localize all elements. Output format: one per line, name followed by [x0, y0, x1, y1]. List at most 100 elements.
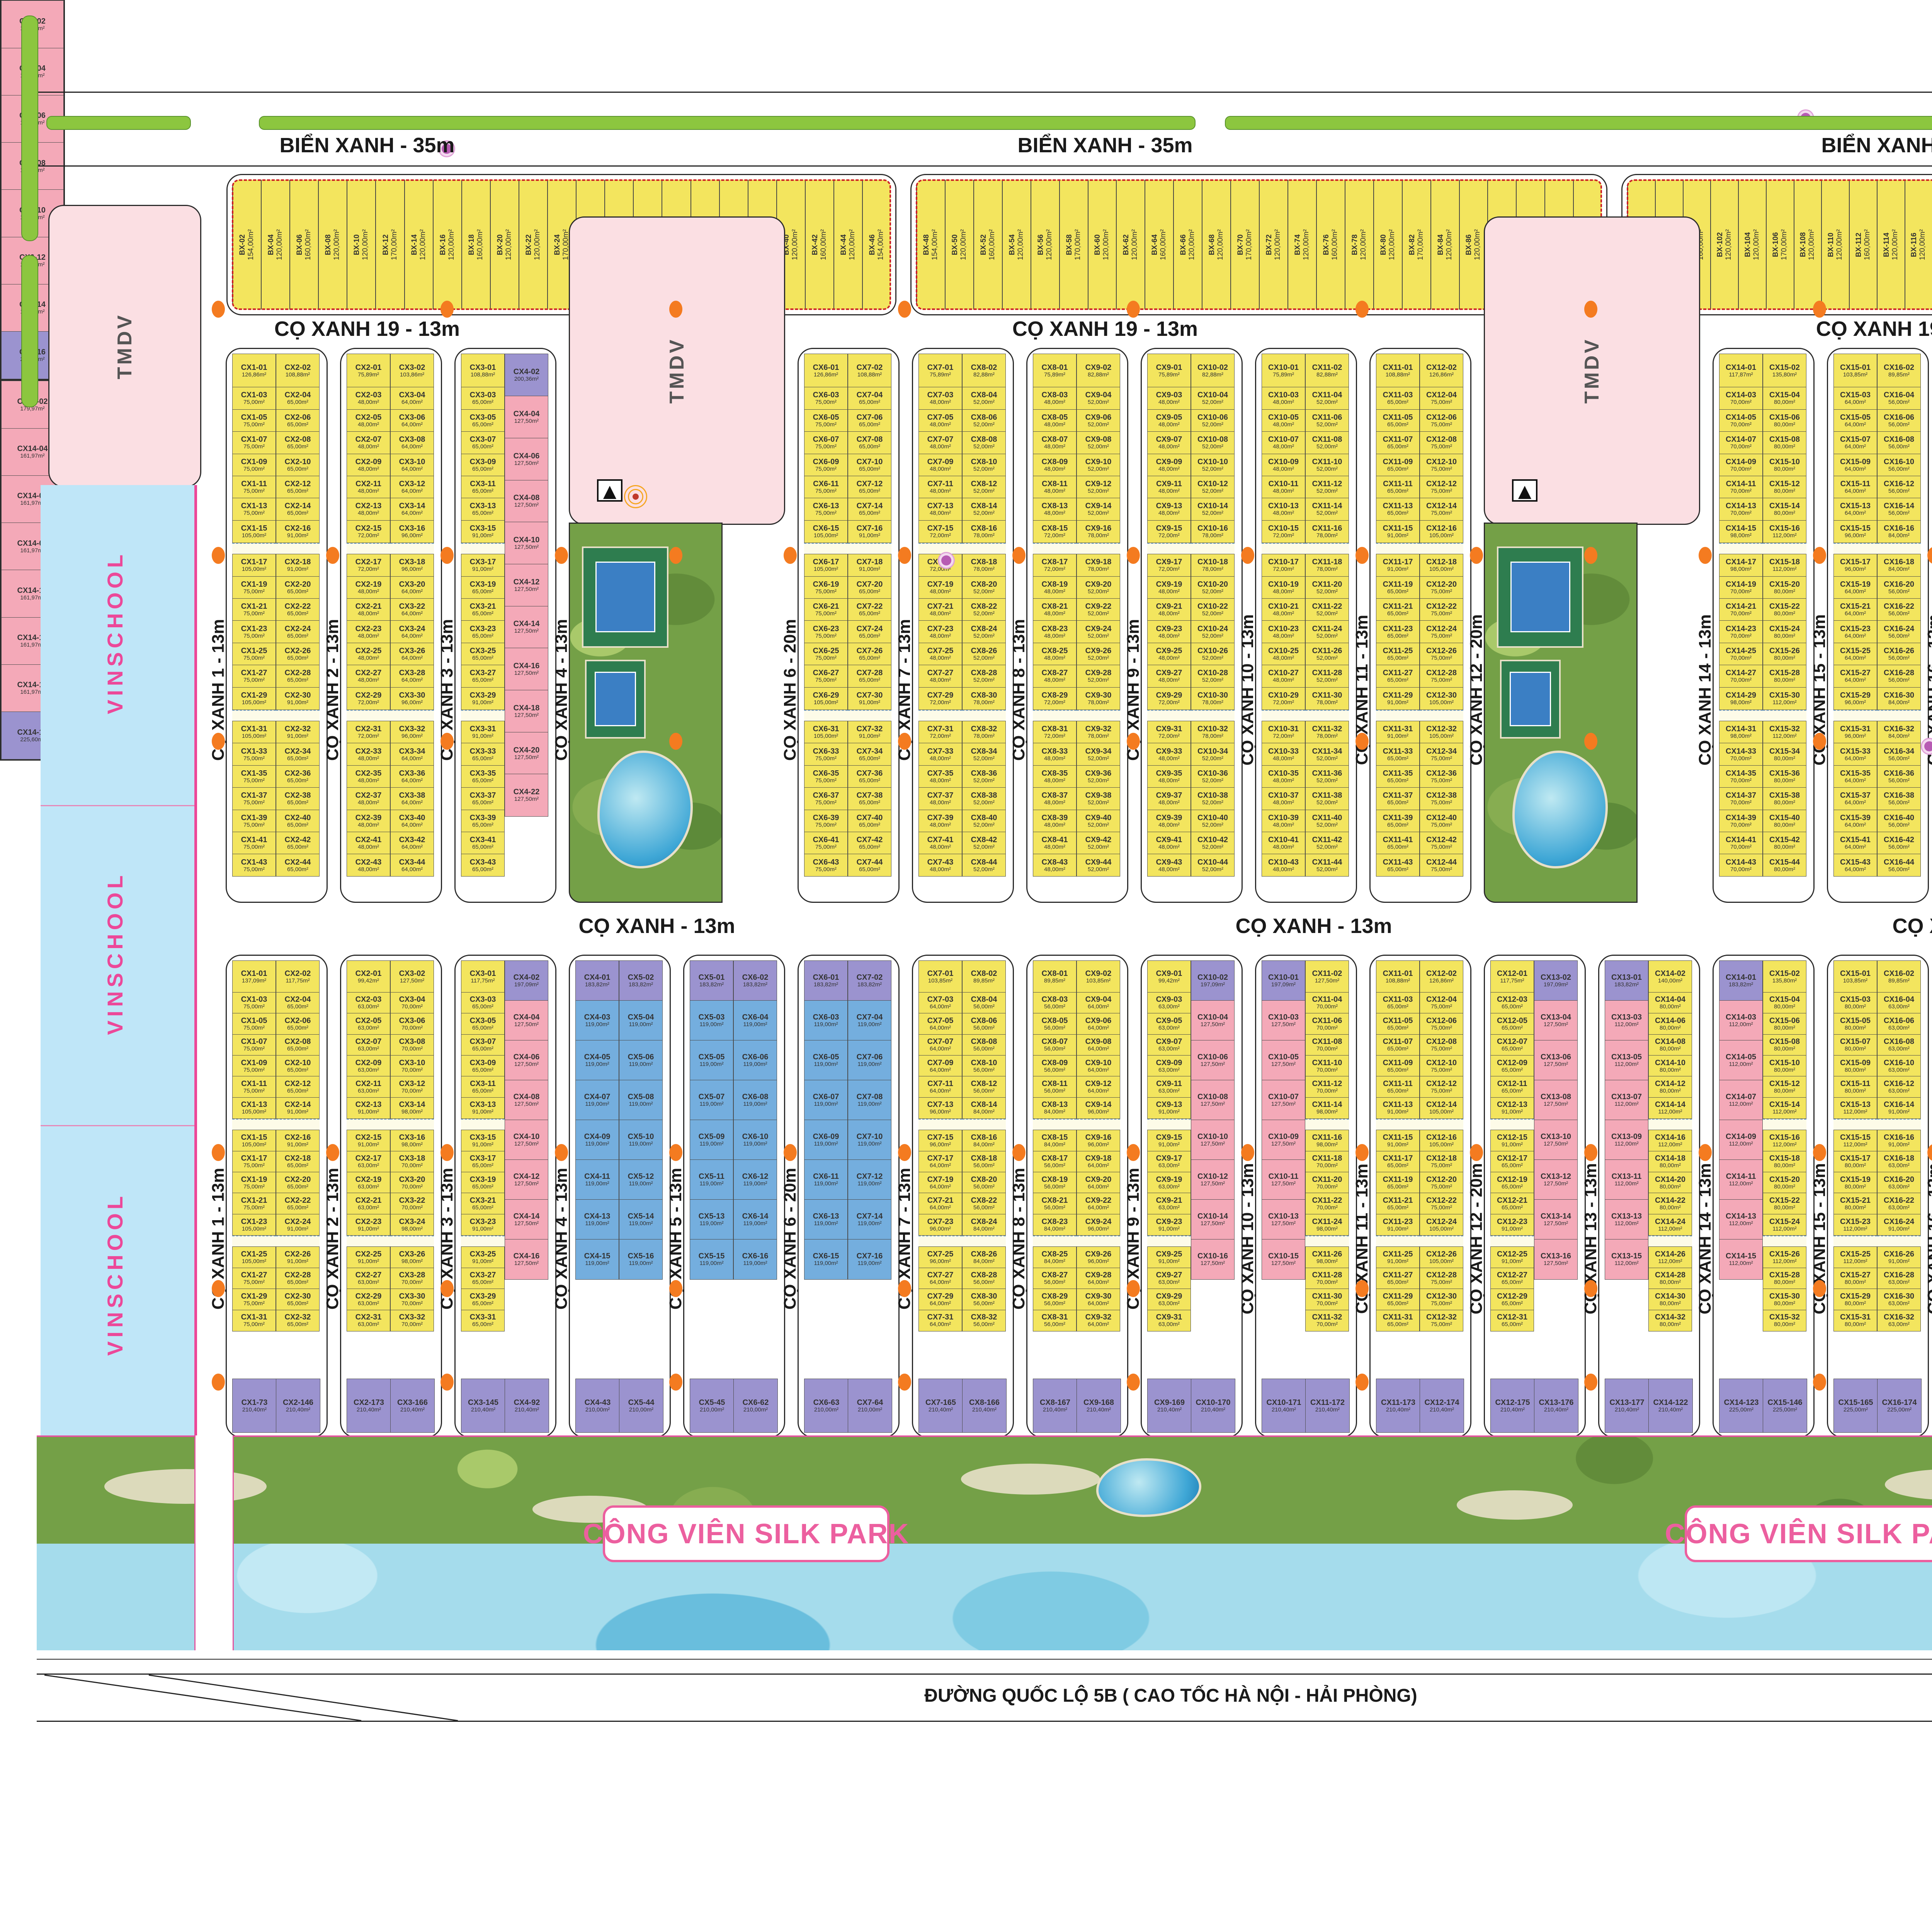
- power-cabinet-dot: [1355, 733, 1369, 750]
- power-cabinet-dot: [440, 547, 454, 564]
- power-cabinet-dot: [1813, 1280, 1826, 1297]
- street-label-bottom-6: CỌ XANH 6 - 20m: [781, 1150, 800, 1328]
- power-cabinet-dot: [1584, 1374, 1597, 1391]
- street-label-bottom-16: CỌ XANH 16 - 13m: [1924, 1150, 1932, 1328]
- street-label-top-15: CỌ XANH 15 - 13m: [1810, 601, 1829, 779]
- power-cabinet-dot: [440, 301, 454, 318]
- power-cabinet-dot: [1813, 1144, 1826, 1161]
- street-label-bottom-2: CỌ XANH 2 - 13m: [323, 1150, 342, 1328]
- road-label-co-xanh-mid-2: CỌ XANH - 13m: [1198, 914, 1430, 938]
